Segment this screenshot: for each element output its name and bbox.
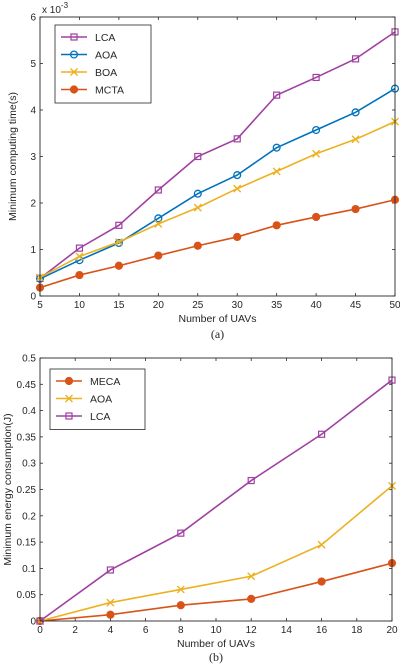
y-tick-label: 5 bbox=[30, 59, 36, 70]
y-tick-label: 6 bbox=[30, 13, 36, 24]
y-tick-label: 1 bbox=[30, 245, 36, 256]
x-tick-label: 4 bbox=[108, 625, 114, 636]
figure-caption: (b) bbox=[209, 650, 223, 664]
x-tick-label: 18 bbox=[351, 625, 363, 636]
y-tick-label: 0.4 bbox=[22, 406, 36, 417]
x-tick-label: 35 bbox=[271, 300, 283, 311]
x-tick-label: 30 bbox=[232, 300, 244, 311]
x-tick-label: 50 bbox=[389, 300, 400, 311]
x-tick-label: 6 bbox=[143, 625, 149, 636]
x-tick-label: 20 bbox=[153, 300, 165, 311]
data-point bbox=[234, 233, 241, 240]
y-tick-label: 0.05 bbox=[17, 590, 37, 601]
data-point bbox=[177, 602, 184, 609]
x-tick-label: 0 bbox=[37, 625, 43, 636]
x-tick-label: 8 bbox=[178, 625, 184, 636]
data-point bbox=[352, 205, 359, 212]
y-tick-label: 0.25 bbox=[17, 485, 37, 496]
y-tick-label: 0.15 bbox=[17, 538, 37, 549]
legend-marker bbox=[65, 377, 72, 384]
x-tick-label: 10 bbox=[210, 625, 222, 636]
y-tick-label: 0.45 bbox=[17, 380, 37, 391]
y-tick-label: 0.2 bbox=[22, 511, 36, 522]
y-tick-label: 0.3 bbox=[22, 459, 36, 470]
y-axis-exponent: x 10-3 bbox=[42, 1, 69, 16]
x-tick-label: 45 bbox=[350, 300, 362, 311]
x-tick-label: 14 bbox=[281, 625, 293, 636]
data-point bbox=[76, 271, 83, 278]
y-axis-label: Minimum computing time(s) bbox=[7, 92, 19, 221]
x-tick-label: 15 bbox=[113, 300, 125, 311]
legend-label: LCA bbox=[95, 32, 115, 44]
legend-label: LCA bbox=[90, 411, 110, 423]
data-point bbox=[313, 213, 320, 220]
legend-label: AOA bbox=[95, 50, 117, 62]
y-tick-label: 0.5 bbox=[22, 354, 36, 365]
data-point bbox=[115, 262, 122, 269]
x-tick-label: 10 bbox=[74, 300, 86, 311]
legend-label: MCTA bbox=[95, 85, 124, 97]
x-tick-label: 40 bbox=[311, 300, 323, 311]
y-axis-label: Minimum energy consumption(J) bbox=[2, 413, 14, 565]
x-tick-label: 2 bbox=[72, 625, 78, 636]
data-point bbox=[248, 595, 255, 602]
x-tick-label: 20 bbox=[386, 625, 398, 636]
x-axis-label: Number of UAVs bbox=[179, 313, 257, 325]
y-tick-label: 4 bbox=[30, 106, 36, 117]
legend-label: AOA bbox=[90, 394, 112, 406]
x-tick-label: 25 bbox=[192, 300, 204, 311]
legend: LCA AOA BOA MCTA bbox=[55, 25, 151, 103]
x-axis-label: Number of UAVs bbox=[177, 638, 255, 650]
y-tick-label: 0 bbox=[30, 292, 36, 303]
y-tick-label: 0 bbox=[30, 617, 36, 628]
data-point bbox=[155, 252, 162, 259]
y-tick-label: 0.35 bbox=[17, 432, 37, 443]
y-tick-label: 0.1 bbox=[22, 564, 36, 575]
x-tick-label: 12 bbox=[246, 625, 258, 636]
data-point bbox=[273, 222, 280, 229]
legend-marker bbox=[70, 86, 77, 93]
data-point bbox=[194, 242, 201, 249]
legend-label: BOA bbox=[95, 67, 117, 79]
figure-caption: (a) bbox=[211, 327, 224, 341]
data-point bbox=[107, 611, 114, 618]
legend: MECA AOA LCA bbox=[50, 369, 145, 430]
data-point bbox=[318, 578, 325, 585]
chart-b: 0 2 4 6 8 10 12 14 16 18 20 0 0.05 0.1 0.15 0.2 0.25 0.3 0… bbox=[2, 354, 398, 665]
y-tick-label: 3 bbox=[30, 152, 36, 163]
legend-label: MECA bbox=[90, 376, 120, 388]
x-tick-label: 5 bbox=[37, 300, 43, 311]
x-tick-label: 16 bbox=[316, 625, 328, 636]
y-tick-label: 2 bbox=[30, 199, 36, 210]
